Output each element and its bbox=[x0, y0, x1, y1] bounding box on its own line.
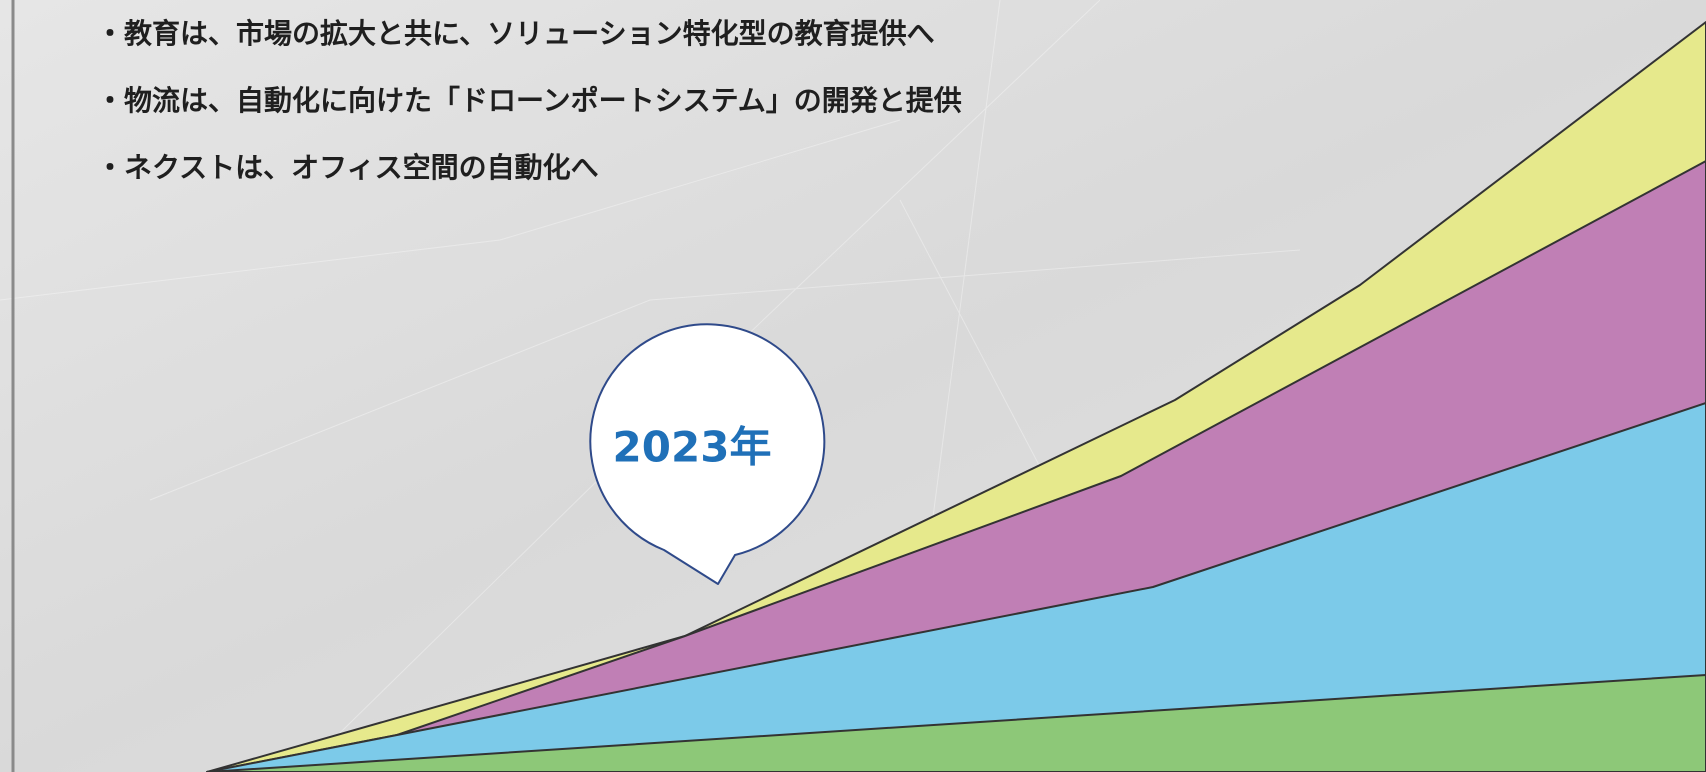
area-green bbox=[206, 674, 1706, 772]
area-blue bbox=[206, 402, 1706, 772]
bullet-text: ・教育は、市場の拡大と共に、ソリューション特化型の教育提供へ bbox=[96, 17, 935, 50]
bullet-text: ・物流は、自動化に向けた「ドローンポートシステム」の開発と提供 bbox=[96, 84, 962, 117]
growth-areas bbox=[206, 21, 1706, 772]
callout-bubble bbox=[589, 323, 826, 585]
callout: 2023年 bbox=[589, 323, 826, 585]
callout-label: 2023年 bbox=[613, 423, 772, 472]
bullet-text: ・ネクストは、オフィス空間の自動化へ bbox=[96, 151, 599, 184]
